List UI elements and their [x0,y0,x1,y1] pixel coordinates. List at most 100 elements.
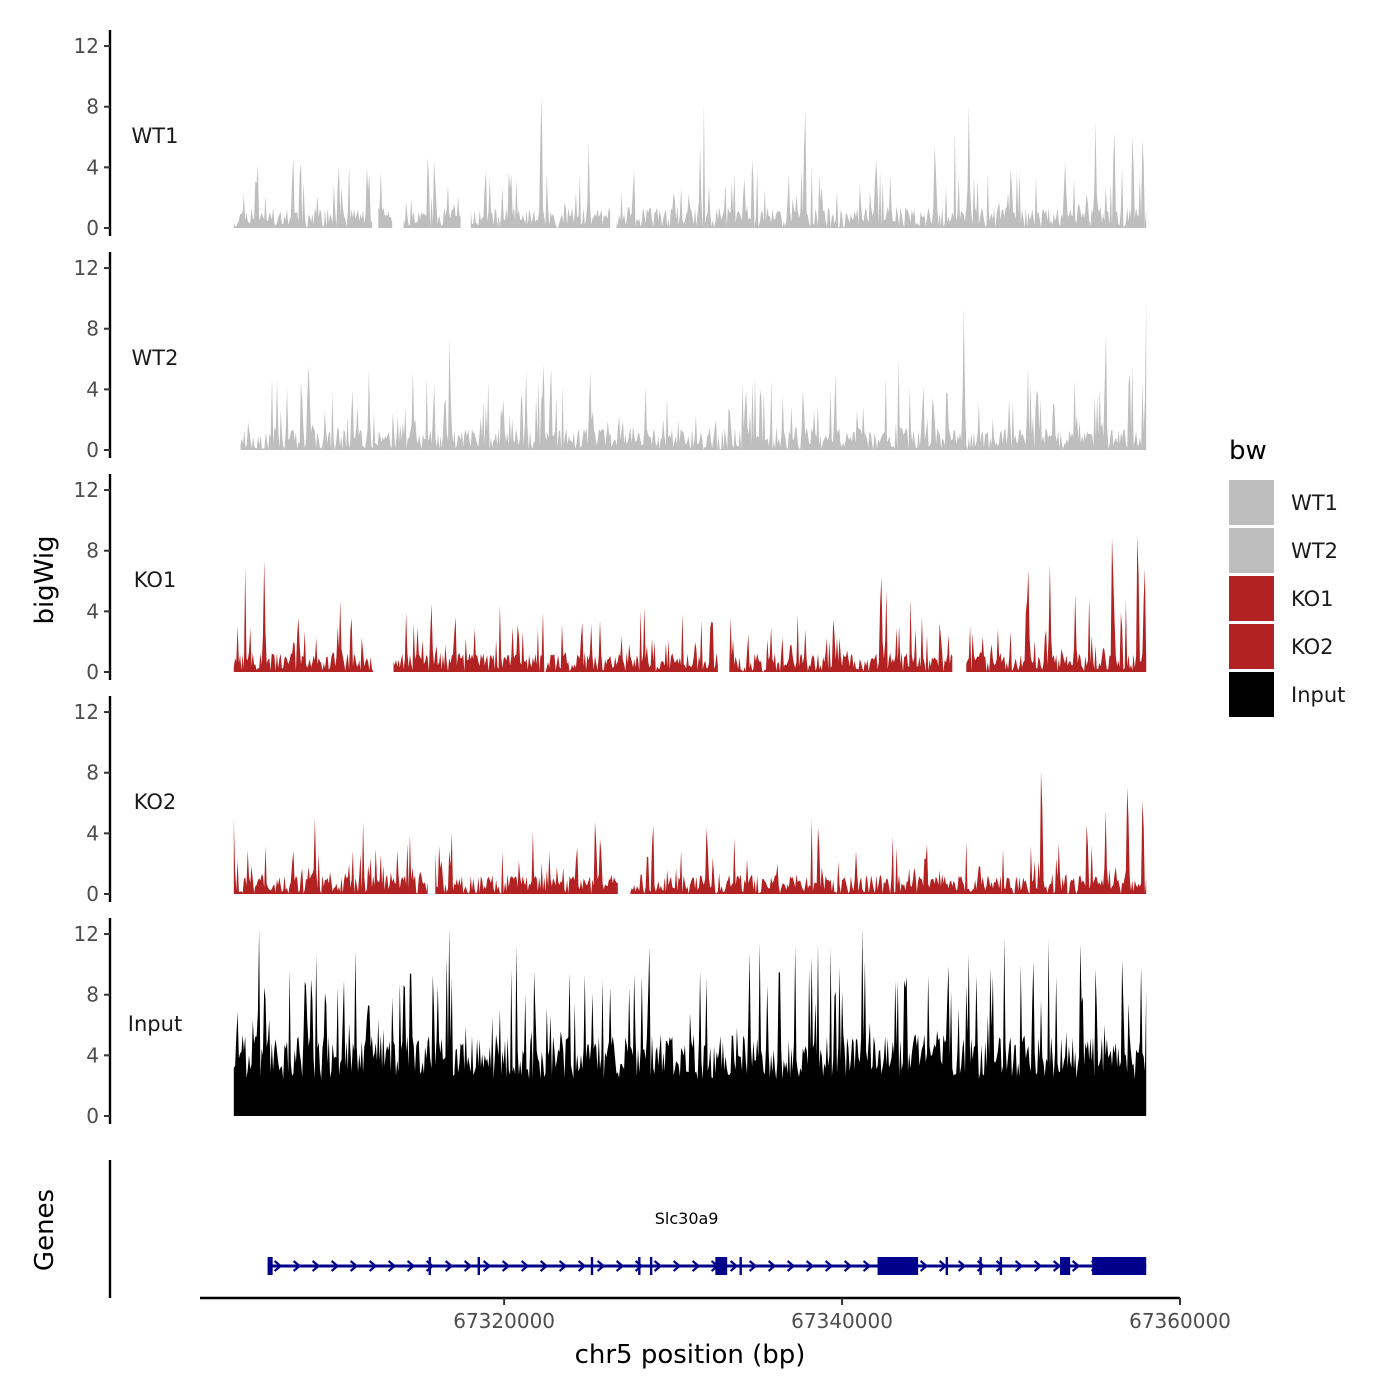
track-label: KO2 [134,790,177,814]
signal-area [233,928,1147,1116]
x-axis-title: chr5 position (bp) [575,1340,806,1370]
legend-key-ko2 [1229,624,1274,669]
signal-area [729,577,953,672]
strand-arrow [843,1260,853,1272]
genes-track: Slc30a9 [108,1160,1147,1298]
y-tick-label: 0 [86,438,99,462]
strand-arrow [824,1260,834,1272]
strand-arrow [577,1260,587,1272]
strand-arrow [349,1260,359,1272]
legend-label-wt2: WT2 [1291,539,1338,563]
gene-exon [877,1257,919,1275]
strand-arrow [330,1260,340,1272]
strand-arrow [539,1260,549,1272]
track-wt1: WT1 0 4 8 12 [74,30,1147,240]
y-tick-label: 12 [74,256,99,280]
strand-arrow [786,1260,796,1272]
strand-arrow [862,1260,872,1272]
y-tick-label: 0 [86,1104,99,1128]
strand-arrow [520,1260,530,1272]
y-tick-label: 0 [86,882,99,906]
track-input: Input 0 4 8 12 [74,918,1147,1128]
signal-area [403,156,461,228]
gene-exon [1060,1257,1071,1275]
genes-axis-title: Genes [30,1189,60,1271]
y-axis-title: bigWig [30,535,60,624]
strand-arrow [368,1260,378,1272]
strand-arrow [558,1260,568,1272]
legend-label-input: Input [1291,683,1345,707]
strand-arrow [691,1260,701,1272]
strand-arrow [311,1260,321,1272]
y-tick-label: 12 [74,700,99,724]
strand-arrow [596,1260,606,1272]
legend-key-wt2 [1229,528,1274,573]
strand-arrow [292,1260,302,1272]
strand-arrow [729,1260,739,1272]
signal-area [393,603,718,672]
y-tick-label: 8 [86,539,99,563]
gene-slc30a9: Slc30a9 [267,1209,1147,1275]
strand-arrow [653,1260,663,1272]
strand-arrow [406,1260,416,1272]
legend-key-wt1 [1229,480,1274,525]
strand-arrow [938,1260,948,1272]
track-label: WT1 [132,124,179,148]
legend-key-ko1 [1229,576,1274,621]
gene-exon [715,1257,728,1275]
legend-label-ko1: KO1 [1291,587,1334,611]
legend-title: bw [1229,436,1267,466]
strand-arrow [634,1260,644,1272]
legend: bw WT1 WT2 KO1 KO2 Input [1229,436,1345,717]
y-tick-label: 0 [86,660,99,684]
y-tick-label: 8 [86,761,99,785]
signal-area [240,298,1147,450]
y-tick-label: 12 [74,922,99,946]
y-tick-label: 8 [86,317,99,341]
signal-tracks: WT1 0 4 8 12 WT2 0 4 8 12 KO1 0 4 8 12 KO2 0 4 8 12 Input 0 4 8… [74,30,1147,1128]
strand-arrow [387,1260,397,1272]
gene-exon [267,1257,273,1275]
y-tick-label: 4 [86,377,99,401]
strand-arrow [919,1260,929,1272]
strand-arrow [1033,1260,1043,1272]
x-tick-label: 67320000 [453,1309,555,1333]
signal-area [233,158,372,228]
y-tick-label: 4 [86,155,99,179]
signal-area [233,818,428,894]
y-tick-label: 4 [86,1043,99,1067]
strand-arrow [748,1260,758,1272]
track-label: Input [128,1012,182,1036]
x-tick-label: 67340000 [791,1309,893,1333]
track-ko2: KO2 0 4 8 12 [74,696,1147,906]
legend-label-ko2: KO2 [1291,635,1334,659]
gene-name-label: Slc30a9 [655,1209,719,1228]
strand-arrow [444,1260,454,1272]
signal-area [630,771,1147,894]
strand-arrow [463,1260,473,1272]
signal-area [966,536,1147,672]
strand-arrow [995,1260,1005,1272]
track-wt2: WT2 0 4 8 12 [74,252,1147,462]
legend-label-wt1: WT1 [1291,491,1338,515]
signal-area [470,96,611,228]
track-label: KO1 [134,568,177,592]
y-tick-label: 12 [74,34,99,58]
strand-arrow [805,1260,815,1272]
y-tick-label: 8 [86,95,99,119]
strand-arrow [957,1260,967,1272]
y-tick-label: 8 [86,983,99,1007]
gene-exon [1092,1257,1147,1275]
signal-area [435,821,618,894]
strand-arrow [273,1260,283,1272]
strand-arrow [501,1260,511,1272]
y-tick-label: 4 [86,599,99,623]
track-ko1: KO1 0 4 8 12 [74,474,1147,684]
y-tick-label: 0 [86,216,99,240]
y-tick-label: 4 [86,821,99,845]
strand-arrow [482,1260,492,1272]
y-tick-label: 12 [74,478,99,502]
strand-arrow [1014,1260,1024,1272]
signal-area [616,102,1147,228]
